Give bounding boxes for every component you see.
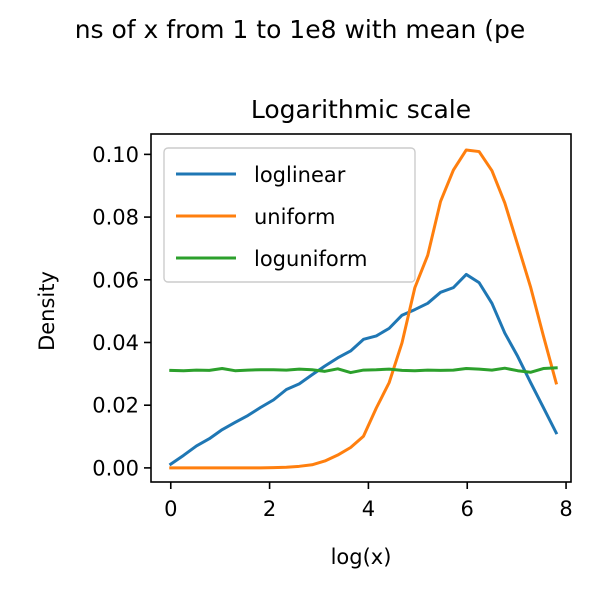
axes: [150, 133, 572, 483]
x-tick-label: 0: [164, 497, 177, 521]
x-tick-label: 4: [362, 497, 375, 521]
legend-label-loguniform: loguniform: [254, 247, 367, 271]
x-tick-label: 6: [461, 497, 474, 521]
y-tick-label: 0.10: [92, 143, 139, 167]
legend: loglinear uniform loguniform: [163, 147, 416, 283]
x-axis-label: log(x): [331, 545, 392, 569]
y-tick-label: 0.06: [92, 268, 139, 292]
series-line-uniform: [169, 148, 559, 470]
x-tick-label: 2: [263, 497, 276, 521]
legend-label-loglinear: loglinear: [254, 163, 346, 187]
series-line-loglinear: [168, 272, 559, 467]
legend-label-uniform: uniform: [254, 205, 335, 229]
y-tick-label: 0.00: [92, 456, 139, 480]
legend-box: [163, 147, 416, 283]
tick-marks: 0 2 4 6 8 0.00 0.02 0.04 0.06 0.08 0.10: [92, 143, 573, 521]
y-tick-label: 0.04: [92, 331, 139, 355]
y-tick-label: 0.08: [92, 206, 139, 230]
chart-title: Logarithmic scale: [251, 95, 471, 124]
series-line-loguniform: [169, 366, 558, 375]
y-axis-label: Density: [35, 271, 59, 351]
chart-suptitle: ns of x from 1 to 1e8 with mean (pe: [75, 15, 526, 44]
axes-frame: [150, 133, 572, 483]
y-tick-label: 0.02: [92, 394, 139, 418]
series-lines: [168, 148, 559, 470]
x-tick-label: 8: [559, 497, 572, 521]
